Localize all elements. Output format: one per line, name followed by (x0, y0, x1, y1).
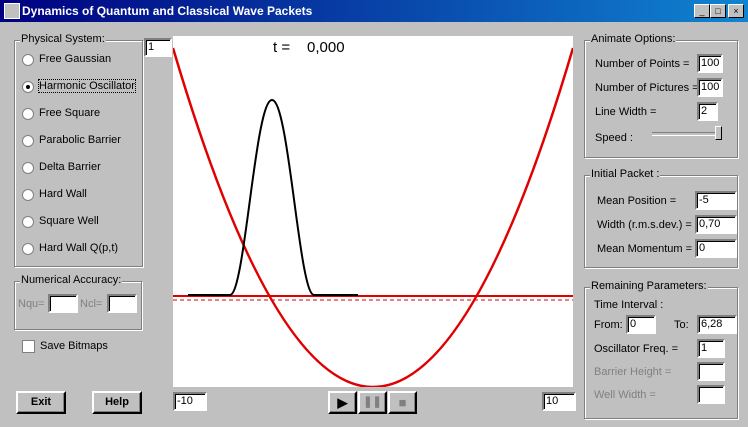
physical-system-group (14, 40, 143, 267)
play-button[interactable]: ▶ (328, 391, 357, 414)
initial-packet-group (584, 175, 738, 268)
group-label: Animate Options: (590, 33, 677, 45)
field-label: Oscillator Freq. = (594, 343, 679, 355)
field-label: Mean Momentum = (597, 243, 693, 255)
speed-track (652, 132, 720, 136)
x-min-input[interactable]: -10 (173, 392, 207, 411)
radio-label: Hard Wall (39, 188, 87, 200)
ncl-label: Ncl= (80, 298, 103, 310)
potential-curve (173, 47, 573, 387)
plot-area: t = 0,000 (173, 36, 573, 387)
pause-button[interactable]: ❚❚ (358, 391, 387, 414)
radio-label: Square Well (39, 215, 99, 227)
field-input[interactable]: 1 (697, 339, 725, 358)
to-input[interactable]: 6,28 (697, 315, 737, 334)
title-bar (0, 0, 748, 22)
radio-label: Hard Wall Q(p,t) (39, 242, 119, 254)
field-input[interactable]: 2 (697, 102, 718, 121)
field-label: Well Width = (594, 389, 656, 401)
radio-button[interactable] (22, 243, 34, 255)
field-input[interactable] (697, 362, 725, 381)
group-label: Initial Packet : (590, 168, 661, 180)
time-label: t = (273, 39, 290, 56)
close-button[interactable]: × (728, 4, 744, 18)
from-label: From: (594, 319, 623, 331)
minimize-button[interactable]: _ (694, 4, 710, 18)
time-value: 0,000 (307, 39, 345, 56)
radio-button[interactable] (22, 54, 34, 66)
system-number[interactable]: 1 (144, 38, 172, 57)
field-label: Width (r.m.s.dev.) = (597, 219, 692, 231)
group-label: Physical System: (20, 33, 106, 45)
field-label: Line Width = (595, 106, 657, 118)
time-interval-label: Time Interval : (594, 299, 664, 311)
save-bitmaps-checkbox[interactable] (22, 340, 35, 353)
field-label: Mean Position = (597, 195, 677, 207)
plot-background (173, 36, 573, 387)
radio-button[interactable] (22, 108, 34, 120)
field-input[interactable]: -5 (695, 191, 737, 210)
field-input[interactable]: 100 (697, 78, 723, 97)
field-input[interactable]: 100 (697, 54, 723, 73)
nqu-input[interactable] (48, 294, 78, 313)
ncl-input[interactable] (107, 294, 137, 313)
speed-thumb[interactable] (715, 126, 722, 140)
wave-packet (188, 98, 358, 296)
radio-label: Delta Barrier (39, 161, 101, 173)
radio-label: Free Square (39, 107, 101, 119)
field-label: Number of Points = (595, 58, 690, 70)
maximize-button[interactable]: □ (710, 4, 726, 18)
radio-button[interactable] (22, 135, 34, 147)
to-label: To: (674, 319, 689, 331)
radio-button[interactable] (22, 189, 34, 201)
radio-label: Harmonic Oscillator (38, 79, 136, 93)
radio-button[interactable] (22, 162, 34, 174)
radio-label: Free Gaussian (39, 53, 112, 65)
field-label: Number of Pictures = (595, 82, 699, 94)
app-icon (4, 3, 20, 19)
from-input[interactable]: 0 (626, 315, 656, 334)
radio-button[interactable] (22, 81, 34, 93)
nqu-label: Nqu= (18, 298, 45, 310)
radio-dot (26, 85, 30, 89)
group-label: Remaining Parameters: (590, 280, 708, 292)
speed-label: Speed : (595, 132, 633, 144)
field-input[interactable] (697, 385, 725, 404)
x-max-input[interactable]: 10 (542, 392, 576, 411)
exit-button[interactable]: Exit (16, 391, 66, 414)
radio-label: Parabolic Barrier (39, 134, 121, 146)
field-label: Barrier Height = (594, 366, 672, 378)
field-input[interactable]: 0 (695, 239, 737, 258)
stop-button[interactable]: ■ (388, 391, 417, 414)
field-input[interactable]: 0,70 (695, 215, 737, 234)
window-title: Dynamics of Quantum and Classical Wave P… (22, 4, 313, 18)
radio-button[interactable] (22, 216, 34, 228)
group-label: Numerical Accuracy: (20, 274, 123, 286)
help-button[interactable]: Help (92, 391, 142, 414)
save-bitmaps-label: Save Bitmaps (40, 340, 108, 352)
